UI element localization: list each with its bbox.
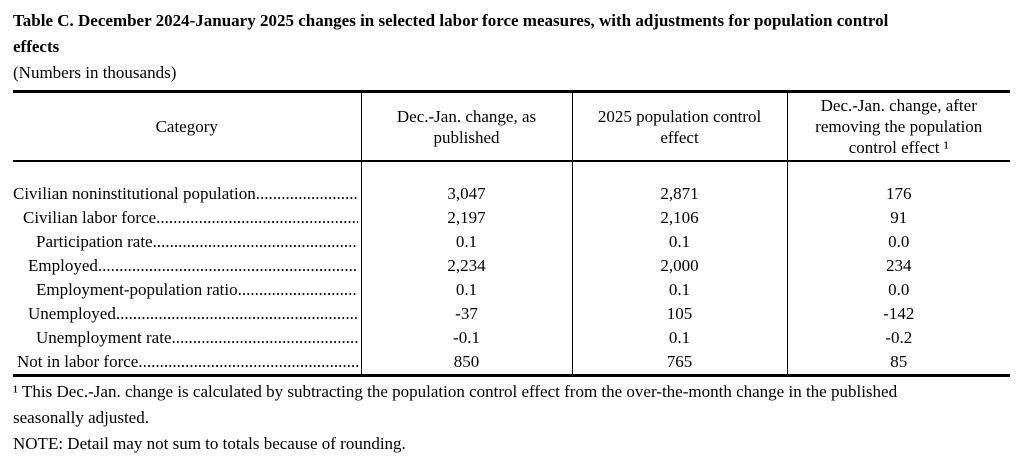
adjusted-change-cell: 91 — [786, 206, 1010, 230]
header-row: Category Dec.-Jan. change, as published … — [13, 91, 1010, 161]
document-page: Table C. December 2024-January 2025 chan… — [13, 8, 1010, 457]
category-cell: Unemployed..............................… — [13, 302, 361, 326]
category-cell: Civilian labor force....................… — [13, 206, 361, 230]
col-header-population-control-effect: 2025 population control effect — [571, 91, 787, 161]
category-label: Unemployed — [28, 304, 116, 323]
published-change-cell: 850 — [360, 350, 572, 376]
dot-leader: ........................................… — [115, 304, 358, 323]
table-row: Participation rate......................… — [13, 230, 1010, 254]
footnotes: ¹ This Dec.-Jan. change is calculated by… — [13, 379, 1010, 457]
table-header: Category Dec.-Jan. change, as published … — [13, 91, 1010, 161]
published-change-cell: 2,197 — [360, 206, 572, 230]
category-cell: Unemployment rate.......................… — [13, 326, 361, 350]
dot-leader: ........................................… — [171, 328, 358, 347]
population-control-cell: 765 — [571, 350, 787, 376]
table-row: Not in labor force......................… — [13, 350, 1010, 376]
published-change-cell: 2,234 — [360, 254, 572, 278]
table-row: Unemployment rate.......................… — [13, 326, 1010, 350]
population-control-cell: 2,000 — [571, 254, 787, 278]
table-row: Civilian noninstitutional population....… — [13, 161, 1010, 206]
category-cell: Not in labor force......................… — [13, 350, 361, 376]
category-wrap: Unemployment rate.......................… — [13, 326, 358, 350]
category-label: Civilian labor force — [23, 208, 157, 227]
published-change-cell: 0.1 — [360, 230, 572, 254]
published-change-cell: 3,047 — [360, 161, 572, 206]
category-wrap: Employed................................… — [13, 254, 358, 278]
category-label: Participation rate — [36, 232, 153, 251]
col-header-adjusted-change: Dec.-Jan. change, after removing the pop… — [786, 91, 1010, 161]
population-control-cell: 2,871 — [571, 161, 787, 206]
category-wrap: Not in labor force......................… — [13, 350, 358, 374]
adjusted-change-cell: 176 — [786, 161, 1010, 206]
table-title-line1: Table C. December 2024-January 2025 chan… — [13, 11, 889, 30]
dot-leader: ........................................… — [156, 208, 357, 227]
category-label: Not in labor force — [17, 352, 139, 371]
dot-leader: ........................................… — [138, 352, 358, 371]
category-wrap: Civilian noninstitutional population....… — [13, 182, 358, 206]
col-header-category: Category — [155, 117, 218, 136]
table-title-line2: effects — [13, 37, 60, 56]
table-row: Employment-population ratio.............… — [13, 278, 1010, 302]
published-change-cell: -37 — [360, 302, 572, 326]
footnote-1-line2: seasonally adjusted. — [13, 408, 149, 427]
footnote-1-line1: ¹ This Dec.-Jan. change is calculated by… — [13, 382, 898, 401]
table-body: Civilian noninstitutional population....… — [13, 161, 1010, 376]
adjusted-change-cell: 234 — [786, 254, 1010, 278]
population-control-cell: 105 — [571, 302, 787, 326]
adjusted-change-cell: -0.2 — [786, 326, 1010, 350]
category-wrap: Unemployed..............................… — [13, 302, 358, 326]
population-control-cell: 0.1 — [571, 326, 787, 350]
category-cell: Participation rate......................… — [13, 230, 361, 254]
published-change-cell: 0.1 — [360, 278, 572, 302]
table-row: Civilian labor force....................… — [13, 206, 1010, 230]
category-wrap: Civilian labor force....................… — [13, 206, 358, 230]
units-note: (Numbers in thousands) — [13, 63, 177, 82]
dot-leader: ........................................… — [237, 280, 358, 299]
published-change-cell: -0.1 — [360, 326, 572, 350]
table-row: Unemployed..............................… — [13, 302, 1010, 326]
dot-leader: ........................................… — [255, 184, 358, 203]
category-label: Civilian noninstitutional population — [13, 184, 256, 203]
adjusted-change-cell: 0.0 — [786, 278, 1010, 302]
adjusted-change-cell: 85 — [786, 350, 1010, 376]
category-wrap: Participation rate......................… — [13, 230, 358, 254]
rounding-note: NOTE: Detail may not sum to totals becau… — [13, 434, 406, 453]
adjusted-change-cell: -142 — [786, 302, 1010, 326]
category-wrap: Employment-population ratio.............… — [13, 278, 358, 302]
category-cell: Civilian noninstitutional population....… — [13, 161, 361, 206]
category-label: Employed — [28, 256, 98, 275]
table-title: Table C. December 2024-January 2025 chan… — [13, 8, 1010, 60]
adjusted-change-cell: 0.0 — [786, 230, 1010, 254]
col-header-published-change: Dec.-Jan. change, as published — [360, 91, 572, 161]
labor-force-table: Category Dec.-Jan. change, as published … — [13, 90, 1010, 377]
table-row: Employed................................… — [13, 254, 1010, 278]
category-cell: Employed................................… — [13, 254, 361, 278]
dot-leader: ........................................… — [97, 256, 358, 275]
population-control-cell: 2,106 — [571, 206, 787, 230]
category-label: Employment-population ratio — [36, 280, 238, 299]
population-control-cell: 0.1 — [571, 230, 787, 254]
category-label: Unemployment rate — [36, 328, 172, 347]
category-cell: Employment-population ratio.............… — [13, 278, 361, 302]
population-control-cell: 0.1 — [571, 278, 787, 302]
dot-leader: ........................................… — [152, 232, 358, 251]
